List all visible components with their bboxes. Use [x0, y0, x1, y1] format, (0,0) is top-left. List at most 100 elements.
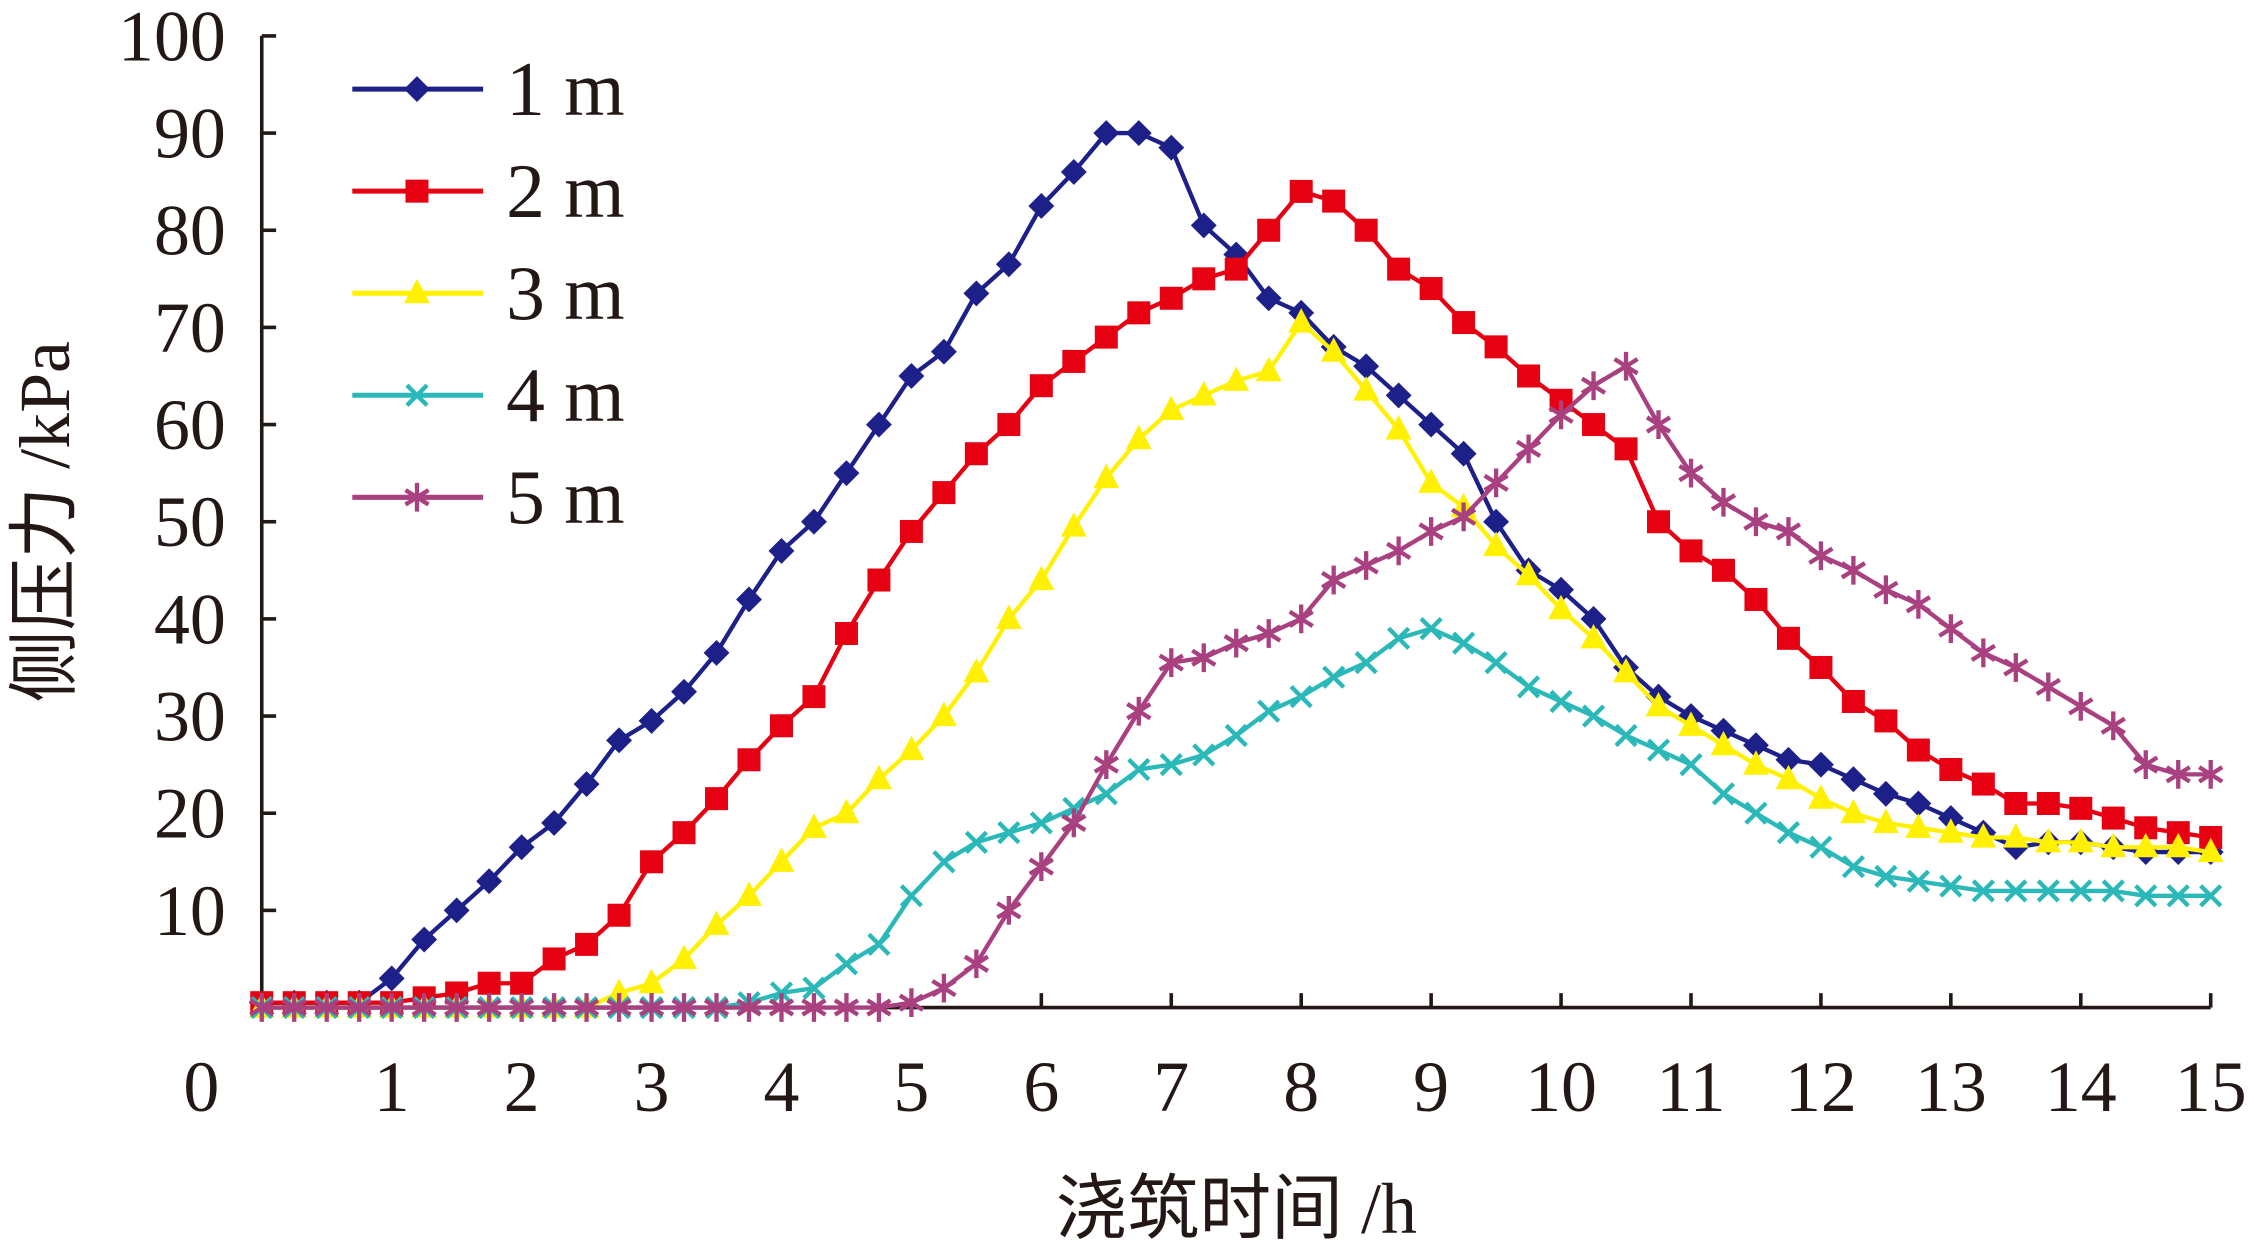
data-point — [672, 821, 696, 845]
data-point — [2069, 879, 2093, 903]
data-point — [1452, 631, 1476, 655]
marker-stroke — [1029, 811, 1053, 835]
data-point — [1679, 753, 1703, 777]
data-point — [1483, 531, 1510, 557]
data-point — [834, 952, 859, 976]
data-point — [1515, 560, 1542, 586]
data-point — [1840, 766, 1867, 793]
marker-stroke — [964, 830, 988, 854]
data-point — [477, 971, 501, 995]
marker-stroke — [2198, 759, 2224, 789]
data-point — [1029, 811, 1053, 835]
data-point — [768, 993, 795, 1022]
marker-stroke — [1223, 628, 1249, 658]
data-point — [1484, 651, 1508, 675]
data-point — [1872, 808, 1899, 833]
data-point — [964, 442, 988, 466]
data-point — [1937, 818, 1964, 843]
data-point — [1970, 823, 1997, 848]
data-point — [1223, 366, 1250, 391]
data-point — [1906, 738, 1930, 762]
data-point — [997, 413, 1021, 437]
data-point — [378, 965, 405, 992]
marker-stroke — [1257, 699, 1281, 723]
data-point — [2197, 837, 2224, 863]
marker-stroke — [2068, 691, 2094, 721]
data-point — [1516, 675, 1541, 699]
data-point — [1385, 382, 1412, 409]
legend-item-4: 4 m — [352, 352, 625, 438]
data-point — [833, 460, 860, 487]
data-point — [1224, 723, 1248, 748]
data-point — [2067, 827, 2094, 853]
data-point — [1710, 487, 1737, 517]
data-point — [1450, 502, 1477, 532]
data-point — [1744, 801, 1768, 825]
data-point — [671, 944, 697, 970]
data-point — [1840, 798, 1867, 824]
data-point — [1353, 376, 1380, 401]
data-point — [1645, 691, 1672, 717]
data-point — [898, 363, 925, 389]
data-point — [1093, 463, 1120, 489]
data-point — [963, 657, 990, 683]
marker-stroke — [411, 993, 437, 1022]
marker-stroke — [801, 993, 827, 1022]
data-point — [1776, 821, 1801, 845]
data-point — [1809, 655, 1833, 679]
marker-stroke — [2004, 879, 2028, 903]
marker-stroke — [1354, 651, 1378, 675]
data-point — [1613, 351, 1639, 381]
marker-stroke — [379, 993, 405, 1022]
x-tick-label: 13 — [1915, 1047, 1987, 1127]
data-point — [833, 798, 860, 824]
data-point — [2199, 884, 2223, 908]
data-point — [476, 993, 502, 1022]
data-point — [995, 251, 1022, 278]
x-tick-label: 4 — [764, 1047, 800, 1127]
marker-stroke — [1775, 517, 1802, 546]
data-point — [899, 884, 923, 908]
data-point — [930, 701, 957, 727]
data-point — [1841, 689, 1865, 713]
data-point — [1418, 468, 1445, 493]
data-point — [769, 981, 794, 1005]
marker-stroke — [2035, 672, 2061, 702]
x-tick-label: 10 — [1525, 1047, 1597, 1127]
marker-stroke — [606, 993, 632, 1022]
y-tick-label: 60 — [154, 385, 226, 465]
marker-stroke — [1419, 617, 1443, 641]
data-point — [1743, 750, 1769, 775]
data-point — [1387, 257, 1411, 281]
y-tick-label: 80 — [154, 191, 226, 271]
data-point — [1288, 308, 1315, 333]
data-point — [1581, 704, 1606, 728]
marker-stroke — [1353, 551, 1379, 580]
data-point — [1354, 218, 1378, 242]
data-point — [1517, 364, 1541, 388]
data-point — [1060, 512, 1087, 537]
marker-stroke — [932, 850, 956, 874]
marker-stroke — [2133, 750, 2159, 780]
data-point — [1094, 325, 1118, 349]
data-point — [1710, 730, 1737, 756]
marker-stroke — [1289, 685, 1313, 709]
data-point — [1257, 699, 1281, 723]
marker-stroke — [1191, 643, 1217, 673]
x-tick-label: 3 — [634, 1047, 670, 1127]
data-point — [801, 993, 827, 1022]
data-point — [802, 976, 826, 1000]
marker-stroke — [997, 821, 1021, 845]
data-point — [768, 847, 795, 872]
data-point — [2166, 821, 2190, 845]
data-point — [1549, 388, 1573, 412]
marker-stroke — [2003, 653, 2029, 682]
marker-stroke — [1970, 638, 1996, 668]
series-5m — [249, 351, 2224, 1022]
data-point — [1678, 711, 1704, 736]
data-point — [640, 850, 664, 874]
data-point — [607, 903, 631, 927]
marker-stroke — [2101, 879, 2125, 903]
data-point — [1158, 648, 1184, 677]
data-point — [411, 926, 438, 953]
